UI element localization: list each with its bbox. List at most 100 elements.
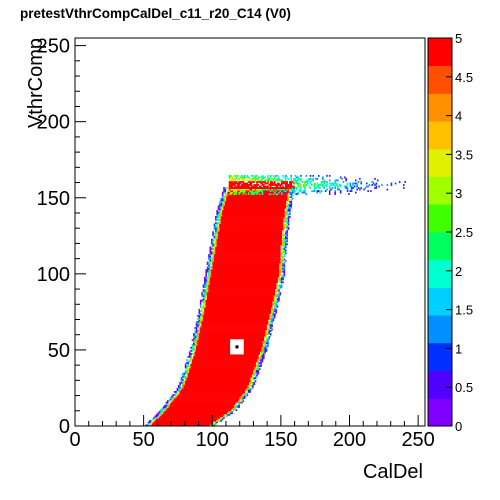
- heatmap-cell: [261, 174, 264, 177]
- heatmap-cell: [252, 191, 254, 194]
- heatmap-cell: [269, 314, 272, 317]
- heatmap-cell: [243, 184, 246, 186]
- heatmap-cell: [246, 174, 249, 177]
- heatmap-cell: [190, 346, 192, 349]
- heatmap-cell: [205, 272, 207, 275]
- heatmap-cell: [179, 387, 181, 390]
- heatmap-cell: [239, 397, 242, 399]
- heatmap-cell: [252, 381, 254, 384]
- heatmap-cell: [331, 182, 334, 185]
- heatmap-cell: [177, 389, 180, 392]
- heatmap-cell: [245, 182, 247, 185]
- heatmap-cell: [210, 252, 213, 255]
- heatmap-cell: [219, 229, 283, 232]
- heatmap-cell: [202, 301, 205, 304]
- heatmap-cell: [236, 184, 239, 186]
- palette-swatch: [428, 121, 452, 150]
- heatmap-cell: [243, 191, 246, 194]
- heatmap-cell: [252, 188, 254, 191]
- heatmap-cell: [187, 362, 190, 364]
- heatmap-cell: [287, 194, 290, 197]
- heatmap-cell: [283, 190, 286, 192]
- heatmap-cell: [253, 374, 255, 377]
- heatmap-cell: [216, 232, 218, 235]
- heatmap-cell: [249, 389, 251, 392]
- heatmap-cell: [290, 176, 293, 179]
- heatmap-cell: [257, 179, 260, 182]
- heatmap-cell: [272, 314, 275, 317]
- heatmap-cell: [283, 261, 286, 264]
- heatmap-cell: [230, 176, 232, 179]
- heatmap-cell: [199, 316, 202, 319]
- heatmap-cell: [221, 197, 224, 200]
- heatmap-cell: [305, 179, 308, 182]
- heatmap-cell: [272, 310, 275, 313]
- heatmap-cell: [204, 290, 206, 293]
- heatmap-cell: [231, 181, 234, 183]
- heatmap-cell: [264, 340, 266, 343]
- heatmap-cell: [220, 208, 223, 211]
- heatmap-cell: [201, 308, 203, 311]
- heatmap-cell: [243, 182, 246, 185]
- heatmap-cell: [280, 188, 283, 191]
- heatmap-cell: [315, 177, 317, 180]
- heatmap-cell: [219, 226, 284, 229]
- heatmap-cell: [289, 208, 291, 211]
- heatmap-cell: [268, 331, 271, 334]
- heatmap-cell: [269, 334, 272, 337]
- heatmap-cell: [230, 191, 232, 194]
- heatmap-cell: [265, 188, 268, 191]
- heatmap-cell: [247, 185, 250, 188]
- heatmap-cell: [260, 176, 262, 179]
- heatmap-cell: [201, 295, 203, 297]
- heatmap-cell: [342, 181, 345, 183]
- heatmap-cell: [187, 365, 190, 367]
- heatmap-cell: [230, 412, 232, 415]
- heatmap-cell: [282, 257, 284, 259]
- heatmap-cell: [249, 187, 251, 189]
- heatmap-cell: [191, 349, 194, 352]
- heatmap-cell: [219, 209, 221, 212]
- heatmap-cell: [305, 181, 308, 183]
- heatmap-cell: [254, 380, 257, 383]
- heatmap-cell: [323, 187, 325, 189]
- heatmap-cell: [267, 324, 269, 326]
- heatmap-cell: [215, 225, 217, 227]
- heatmap-cell: [315, 187, 317, 189]
- heatmap-cell: [285, 179, 287, 182]
- heatmap-cell: [197, 314, 199, 317]
- heatmap-cell: [334, 182, 336, 185]
- heatmap-cell: [295, 182, 298, 185]
- heatmap-cell: [279, 279, 282, 282]
- heatmap-cell: [306, 182, 309, 185]
- heatmap-cell: [209, 275, 212, 278]
- heatmap-cell: [269, 176, 272, 179]
- heatmap-cell: [279, 273, 282, 276]
- heatmap-cell: [372, 182, 375, 185]
- heatmap-cell: [164, 409, 166, 412]
- heatmap-cell: [282, 260, 284, 262]
- heatmap-cell: [257, 188, 260, 191]
- heatmap-cell: [242, 395, 245, 398]
- heatmap-cell: [323, 182, 325, 185]
- heatmap-cell: [253, 383, 255, 386]
- heatmap-cell: [204, 311, 272, 314]
- heatmap-cell: [241, 188, 243, 191]
- heatmap-cell: [184, 363, 187, 366]
- heatmap-cell: [280, 252, 283, 255]
- heatmap-cell: [304, 187, 306, 189]
- heatmap-cell: [221, 200, 224, 203]
- heatmap-cell: [205, 276, 207, 279]
- heatmap-cell: [195, 343, 198, 346]
- heatmap-cell: [357, 181, 360, 183]
- heatmap-cell: [230, 174, 232, 177]
- heatmap-cell: [294, 174, 297, 177]
- heatmap-cell: [283, 226, 286, 229]
- heatmap-cell: [275, 302, 277, 305]
- heatmap-cell: [341, 177, 343, 180]
- heatmap-cell: [268, 337, 271, 340]
- heatmap-cell: [249, 181, 251, 183]
- heatmap-cell: [294, 193, 297, 196]
- heatmap-cell: [220, 197, 223, 200]
- heatmap-cell: [283, 219, 286, 221]
